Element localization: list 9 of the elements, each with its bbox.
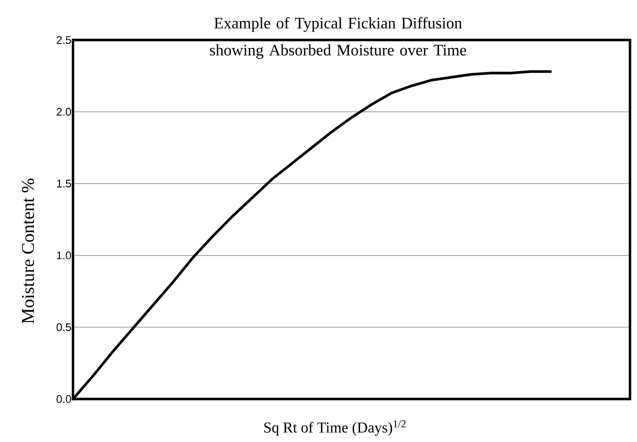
y-tick-label: 2.5 — [56, 36, 72, 44]
y-tick-label: 1.0 — [57, 251, 72, 260]
y-axis-title: Moisture Content % — [22, 178, 34, 324]
x-axis-title: Sq Rt of Time (Days)$^{1/2}$ — [264, 420, 406, 436]
y-tick-label: 0.5 — [56, 323, 72, 332]
y-tick-label: 1.5 — [57, 180, 72, 188]
y-tick-label: 0.0 — [56, 395, 72, 403]
y-tick-label: 2.0 — [56, 108, 72, 116]
chart-title: Example of Typical Fickian Diffusion showing Absorbed Moisture over Time — [210, 17, 466, 59]
